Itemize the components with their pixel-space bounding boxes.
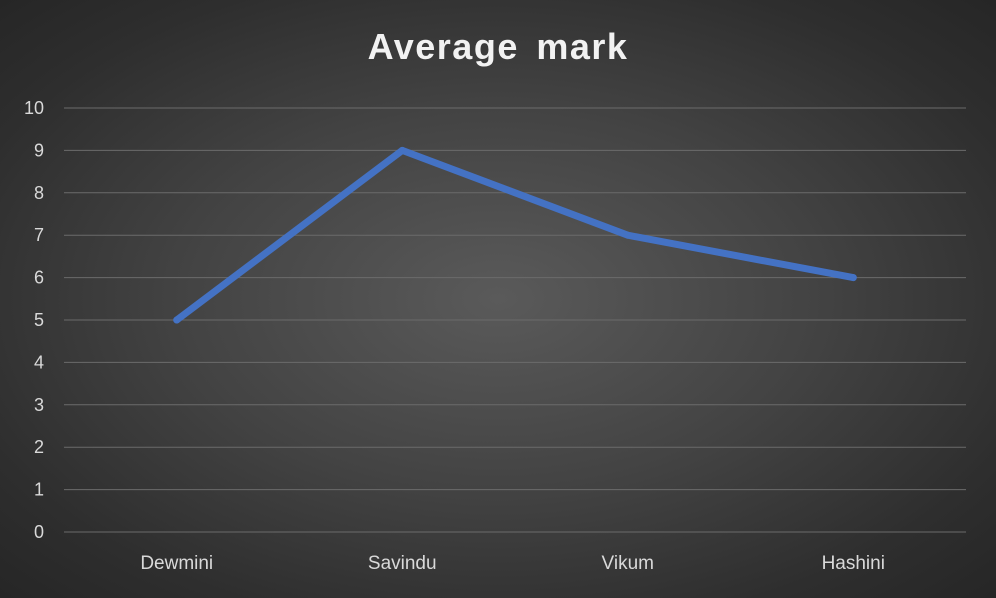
chart-title: Average mark [367, 26, 629, 67]
y-tick-label: 5 [34, 310, 44, 330]
y-tick-label: 10 [24, 98, 44, 118]
data-point [849, 274, 857, 282]
y-tick-label: 6 [34, 268, 44, 288]
series-line [173, 146, 857, 324]
y-tick-label: 8 [34, 183, 44, 203]
y-tick-label: 4 [34, 352, 44, 372]
y-tick-label: 1 [34, 480, 44, 500]
x-tick-label: Savindu [368, 553, 437, 574]
gridlines [64, 107, 966, 533]
x-tick-label: Vikum [602, 553, 654, 574]
series-group [173, 146, 857, 324]
y-tick-label: 7 [34, 225, 44, 245]
y-tick-label: 0 [34, 522, 44, 542]
x-tick-label: Hashini [822, 553, 885, 574]
y-axis-ticks: 0 1 2 3 4 5 6 7 8 9 10 [24, 98, 44, 542]
data-point [398, 146, 406, 154]
y-tick-label: 2 [34, 437, 44, 457]
y-tick-label: 9 [34, 140, 44, 160]
data-point [624, 231, 632, 239]
x-tick-label: Dewmini [140, 553, 213, 574]
x-axis-ticks: Dewmini Savindu Vikum Hashini [140, 553, 885, 574]
y-tick-label: 3 [34, 395, 44, 415]
data-point [173, 316, 181, 324]
